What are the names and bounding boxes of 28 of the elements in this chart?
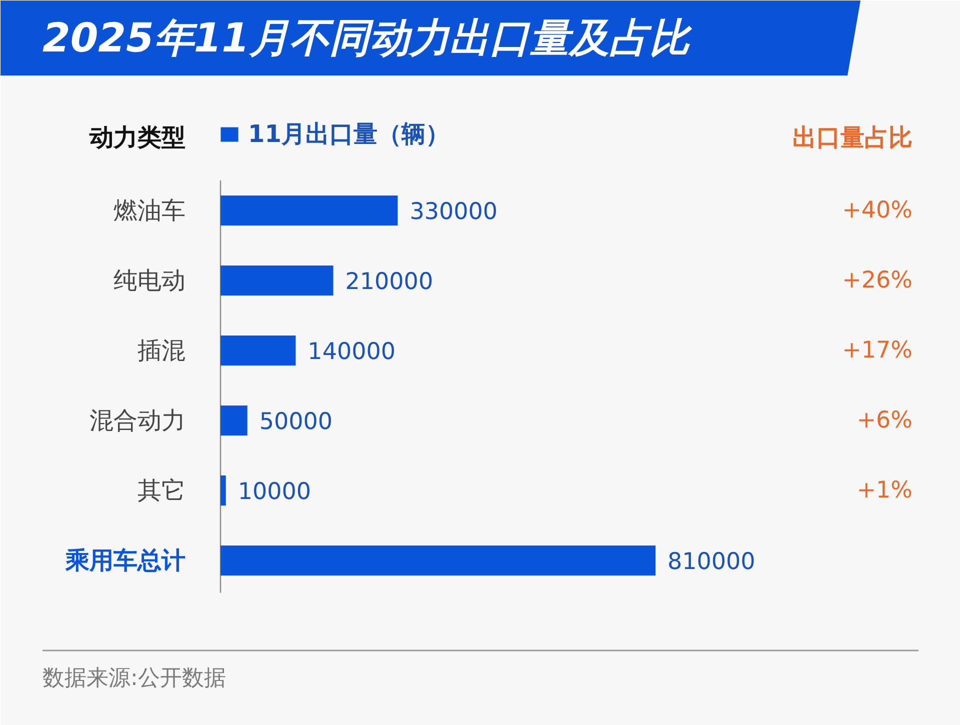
y-tick-label: 混合动力 (90, 406, 186, 434)
text: +40% (842, 198, 913, 224)
bar (220, 475, 226, 506)
y-tick-label: 乘用车总计 (64, 546, 186, 574)
y-tick-label: 燃油车 (114, 196, 186, 224)
bar (220, 405, 248, 436)
data-label: 210000 (345, 269, 434, 295)
data-label: 10000 (238, 479, 312, 505)
chart-title: 2025年11月不同动力出口量及占比 (42, 16, 692, 62)
y-tick-label: 插混 (138, 336, 186, 364)
data-label: 810000 (668, 549, 756, 575)
text: +6% (856, 408, 913, 434)
y-tick-label: 纯电动 (114, 266, 186, 294)
text: +26% (842, 268, 913, 294)
text: 出口量占比 (792, 124, 912, 152)
data-label: 50000 (259, 409, 333, 435)
source-note: 数据来源:公开数据 (42, 666, 226, 691)
text: +17% (842, 338, 913, 364)
bar (220, 265, 334, 296)
y-axis-title: 动力类型 (88, 124, 186, 152)
bar (220, 335, 296, 366)
text: +1% (856, 478, 913, 504)
data-label: 330000 (410, 199, 498, 225)
y-tick-label: 其它 (138, 476, 186, 504)
bar (220, 545, 656, 576)
data-label: 140000 (308, 339, 396, 365)
bar (220, 195, 398, 226)
legend-label: 11月出口量（辆） (248, 119, 450, 150)
